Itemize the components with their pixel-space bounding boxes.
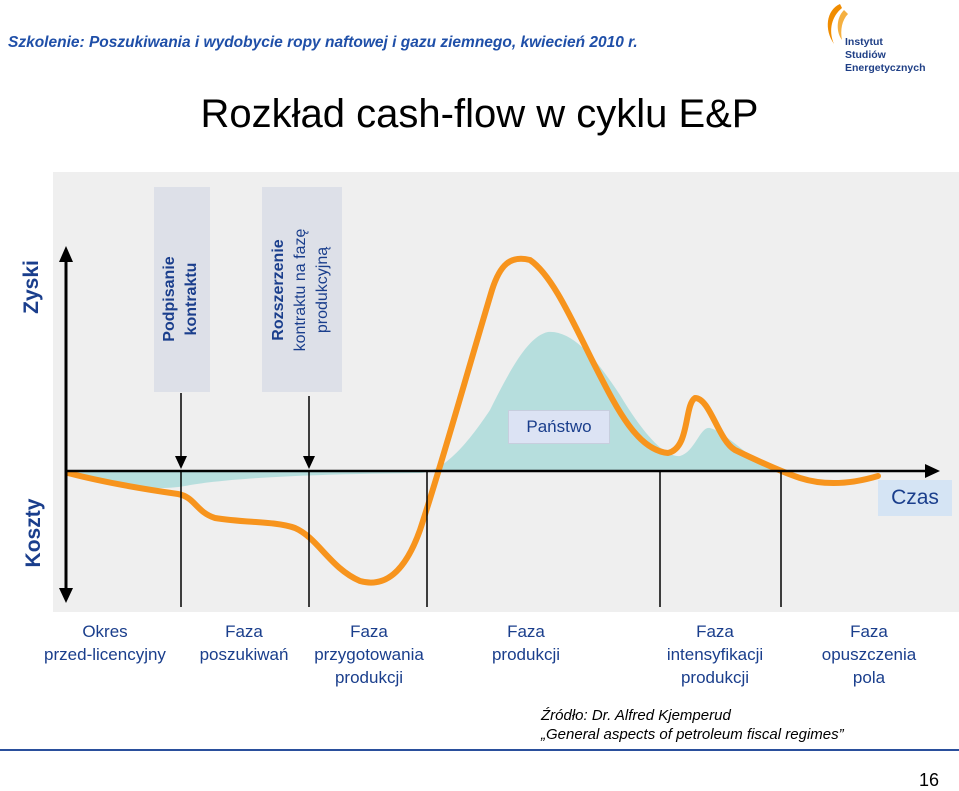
y-axis-arrow-down: [59, 588, 73, 603]
phase-production: Faza produkcji: [491, 622, 561, 664]
phase-intensification: Faza intensyfikacji produkcji: [666, 622, 764, 687]
slide-title: Rozkład cash-flow w cyklu E&P: [200, 92, 759, 136]
source-citation: Źródło: Dr. Alfred Kjemperud „General as…: [541, 707, 844, 743]
x-axis-arrow: [925, 464, 940, 478]
phase-exploration: Faza poszukiwań: [199, 622, 289, 664]
marker-box-contract: [154, 187, 210, 392]
contract-marker-arrow: [175, 456, 187, 469]
marker-box-extension: [262, 187, 342, 392]
cash-flow-curve: [65, 255, 881, 586]
phase-development: Faza przygotowania produkcji: [314, 622, 424, 687]
phase-decommissioning: Faza opuszczenia pola: [821, 622, 917, 687]
logo-line-2: Studiów Energetycznych: [845, 49, 926, 74]
institute-logo-text: Instytut Studiów Energetycznych: [845, 36, 959, 75]
extension-marker-arrow: [303, 456, 315, 469]
institute-logo-icon: [827, 4, 848, 44]
state-label: Państwo: [508, 410, 610, 444]
course-header: Szkolenie: Poszukiwania i wydobycie ropy…: [8, 34, 638, 51]
phase-pre-licensing: Okres przed-licencyjny: [44, 622, 166, 664]
y-axis-arrow-up: [59, 246, 73, 262]
page-number: 16: [918, 770, 939, 790]
x-axis-label: Czas: [878, 480, 952, 516]
state-share-area: [70, 331, 880, 489]
logo-line-1: Instytut: [845, 36, 883, 48]
footer-line: [0, 749, 959, 751]
